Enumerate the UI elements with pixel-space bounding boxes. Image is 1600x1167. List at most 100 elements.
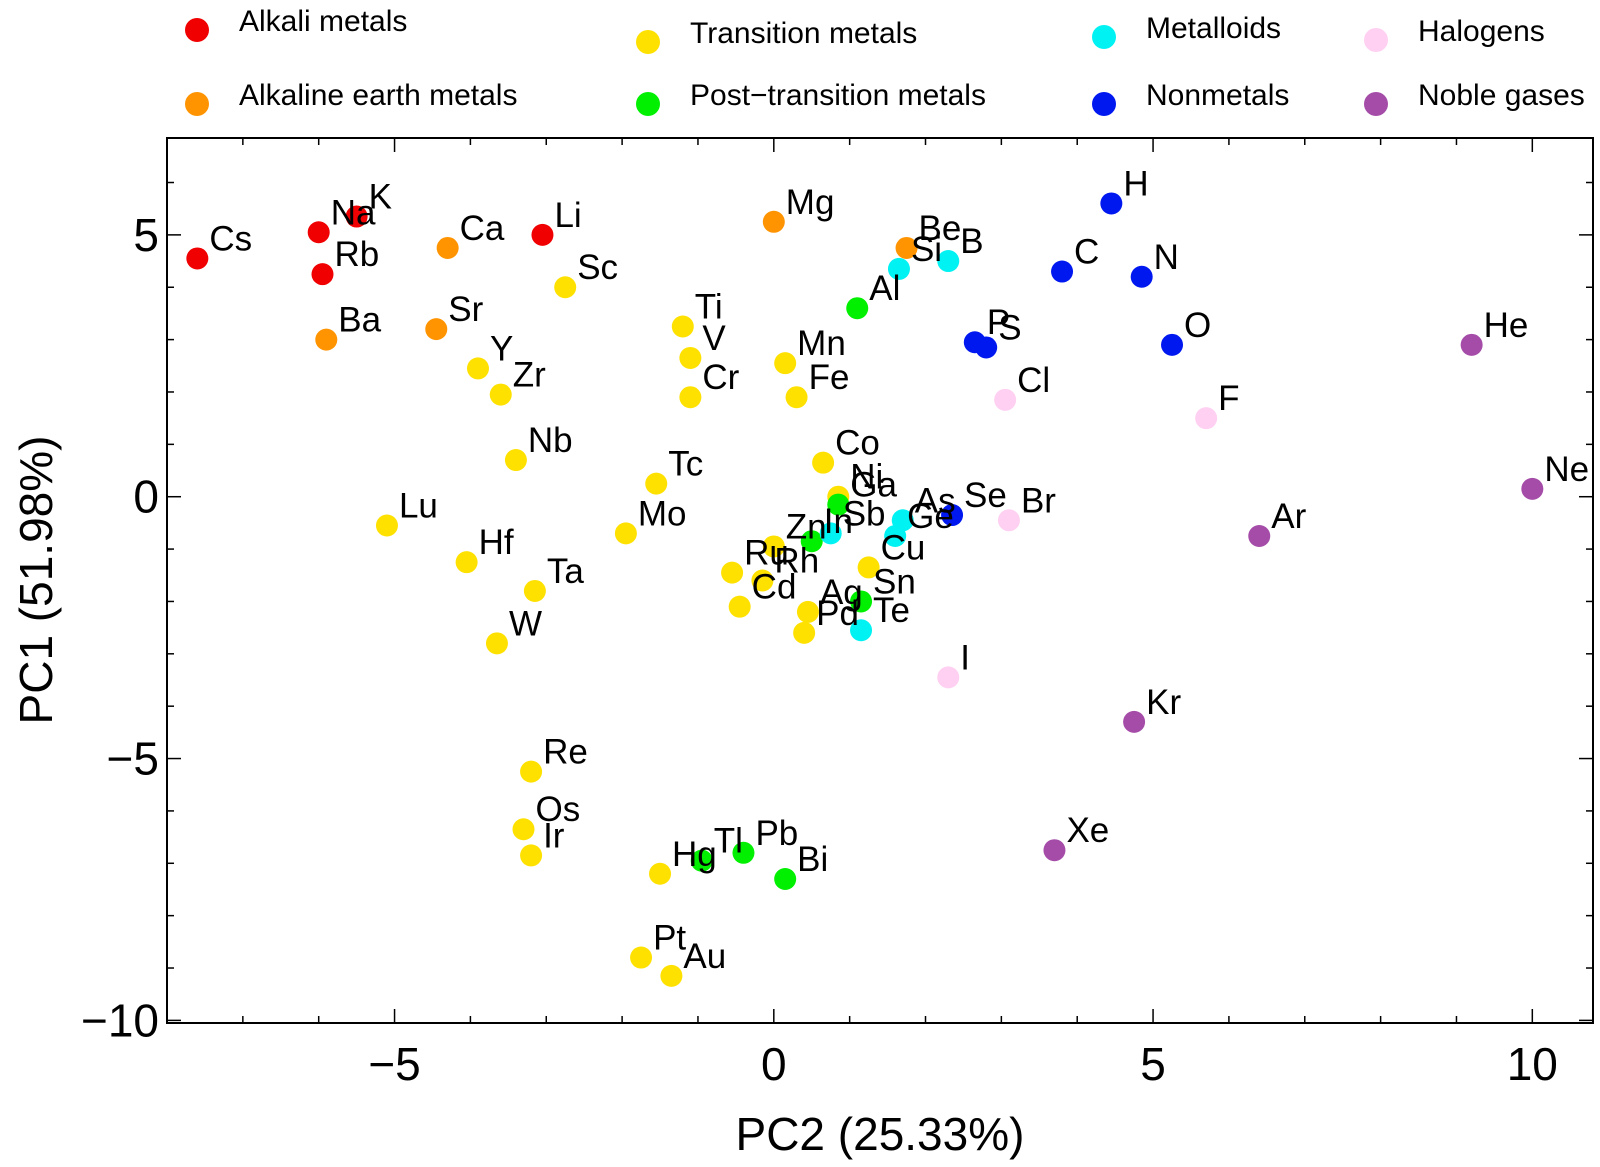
point-label: K — [369, 178, 392, 217]
point-label: Al — [869, 269, 900, 308]
point-label: Ca — [460, 209, 505, 248]
data-point — [679, 346, 702, 369]
data-point — [489, 383, 512, 406]
point-label: Si — [911, 230, 942, 269]
point-label: Ru — [744, 534, 789, 573]
point-label: Mn — [797, 324, 846, 363]
point-label: Sr — [448, 290, 483, 329]
y-tick-label: −5 — [107, 733, 159, 785]
data-point — [630, 946, 653, 969]
legend-label: Noble gases — [1418, 79, 1585, 112]
data-point — [796, 600, 819, 623]
data-point — [311, 263, 334, 286]
point-label: Rb — [334, 235, 379, 274]
point-label: Os — [536, 790, 581, 829]
data-point — [1195, 407, 1218, 430]
data-point — [554, 276, 577, 299]
data-point — [975, 336, 998, 359]
point-label: In — [824, 502, 853, 541]
data-point — [307, 221, 330, 244]
data-point — [466, 357, 489, 380]
point-label: Na — [331, 193, 376, 232]
data-point — [887, 257, 910, 280]
point-label: Cs — [209, 219, 252, 258]
point-label: Zn — [786, 507, 827, 546]
point-label: Ta — [547, 552, 585, 591]
data-point — [812, 451, 835, 474]
data-point — [671, 315, 694, 338]
data-point — [614, 522, 637, 545]
point-label: Hf — [479, 523, 514, 562]
data-point — [679, 386, 702, 409]
data-point — [485, 632, 508, 655]
data-point — [997, 509, 1020, 532]
point-label: Zr — [513, 356, 546, 395]
legend-marker — [1364, 28, 1388, 52]
point-label: Re — [543, 733, 588, 772]
point-label: Sc — [577, 248, 618, 287]
data-point — [793, 621, 816, 644]
data-point — [884, 524, 907, 547]
point-label: Li — [554, 196, 581, 235]
y-tick-label: −10 — [81, 994, 159, 1046]
point-label: Rh — [774, 542, 819, 581]
data-point — [762, 210, 785, 233]
point-label: Tl — [714, 822, 743, 861]
point-label: Pt — [653, 919, 686, 958]
point-label: F — [1218, 379, 1239, 418]
point-label: Mo — [638, 494, 687, 533]
data-point — [531, 223, 554, 246]
data-point — [186, 247, 209, 270]
x-tick-label: 10 — [1507, 1038, 1558, 1090]
data-point — [857, 556, 880, 579]
data-point — [728, 595, 751, 618]
legend-marker — [636, 92, 660, 116]
point-label: Hg — [672, 835, 717, 874]
legend-label: Halogens — [1418, 15, 1545, 48]
legend-label: Transition metals — [690, 17, 917, 50]
point-label: V — [702, 319, 726, 358]
legend: Alkali metals Alkaline earth metals Transi… — [185, 5, 1585, 116]
data-point — [762, 535, 785, 558]
x-tick-label: 0 — [761, 1038, 787, 1090]
point-label: Ir — [543, 816, 565, 855]
data-point — [774, 867, 797, 890]
data-point — [850, 590, 873, 613]
data-point — [455, 551, 478, 574]
data-point — [937, 250, 960, 273]
data-point — [994, 388, 1017, 411]
legend-label: Metalloids — [1146, 12, 1281, 45]
data-point — [1248, 524, 1271, 547]
point-label: N — [1154, 238, 1179, 277]
point-label: I — [960, 638, 970, 677]
point-label: Kr — [1146, 683, 1181, 722]
point-label: Ti — [695, 288, 723, 327]
point-label: Ag — [820, 573, 863, 612]
legend-marker — [1092, 92, 1116, 116]
data-point — [1043, 839, 1066, 862]
point-label: Cr — [702, 358, 739, 397]
data-point — [649, 862, 672, 885]
point-label: Cu — [881, 528, 926, 567]
point-label: Ni — [850, 458, 883, 497]
point-label: Se — [964, 476, 1007, 515]
point-label: Xe — [1066, 811, 1109, 850]
data-point — [1100, 192, 1123, 215]
data-point — [520, 760, 543, 783]
point-label: Pb — [755, 814, 798, 853]
point-label: Ar — [1271, 497, 1306, 536]
point-label: P — [987, 303, 1010, 342]
point-label: Cl — [1017, 361, 1050, 400]
data-point — [645, 472, 668, 495]
legend-marker — [1092, 25, 1116, 49]
data-point — [941, 504, 964, 527]
point-label: As — [915, 481, 956, 520]
legend-label: Alkali metals — [239, 5, 407, 38]
point-label: W — [509, 604, 542, 643]
point-label: Nb — [528, 421, 573, 460]
point-label: Y — [490, 329, 513, 368]
x-tick-label: −5 — [368, 1038, 420, 1090]
data-point — [1521, 477, 1544, 500]
